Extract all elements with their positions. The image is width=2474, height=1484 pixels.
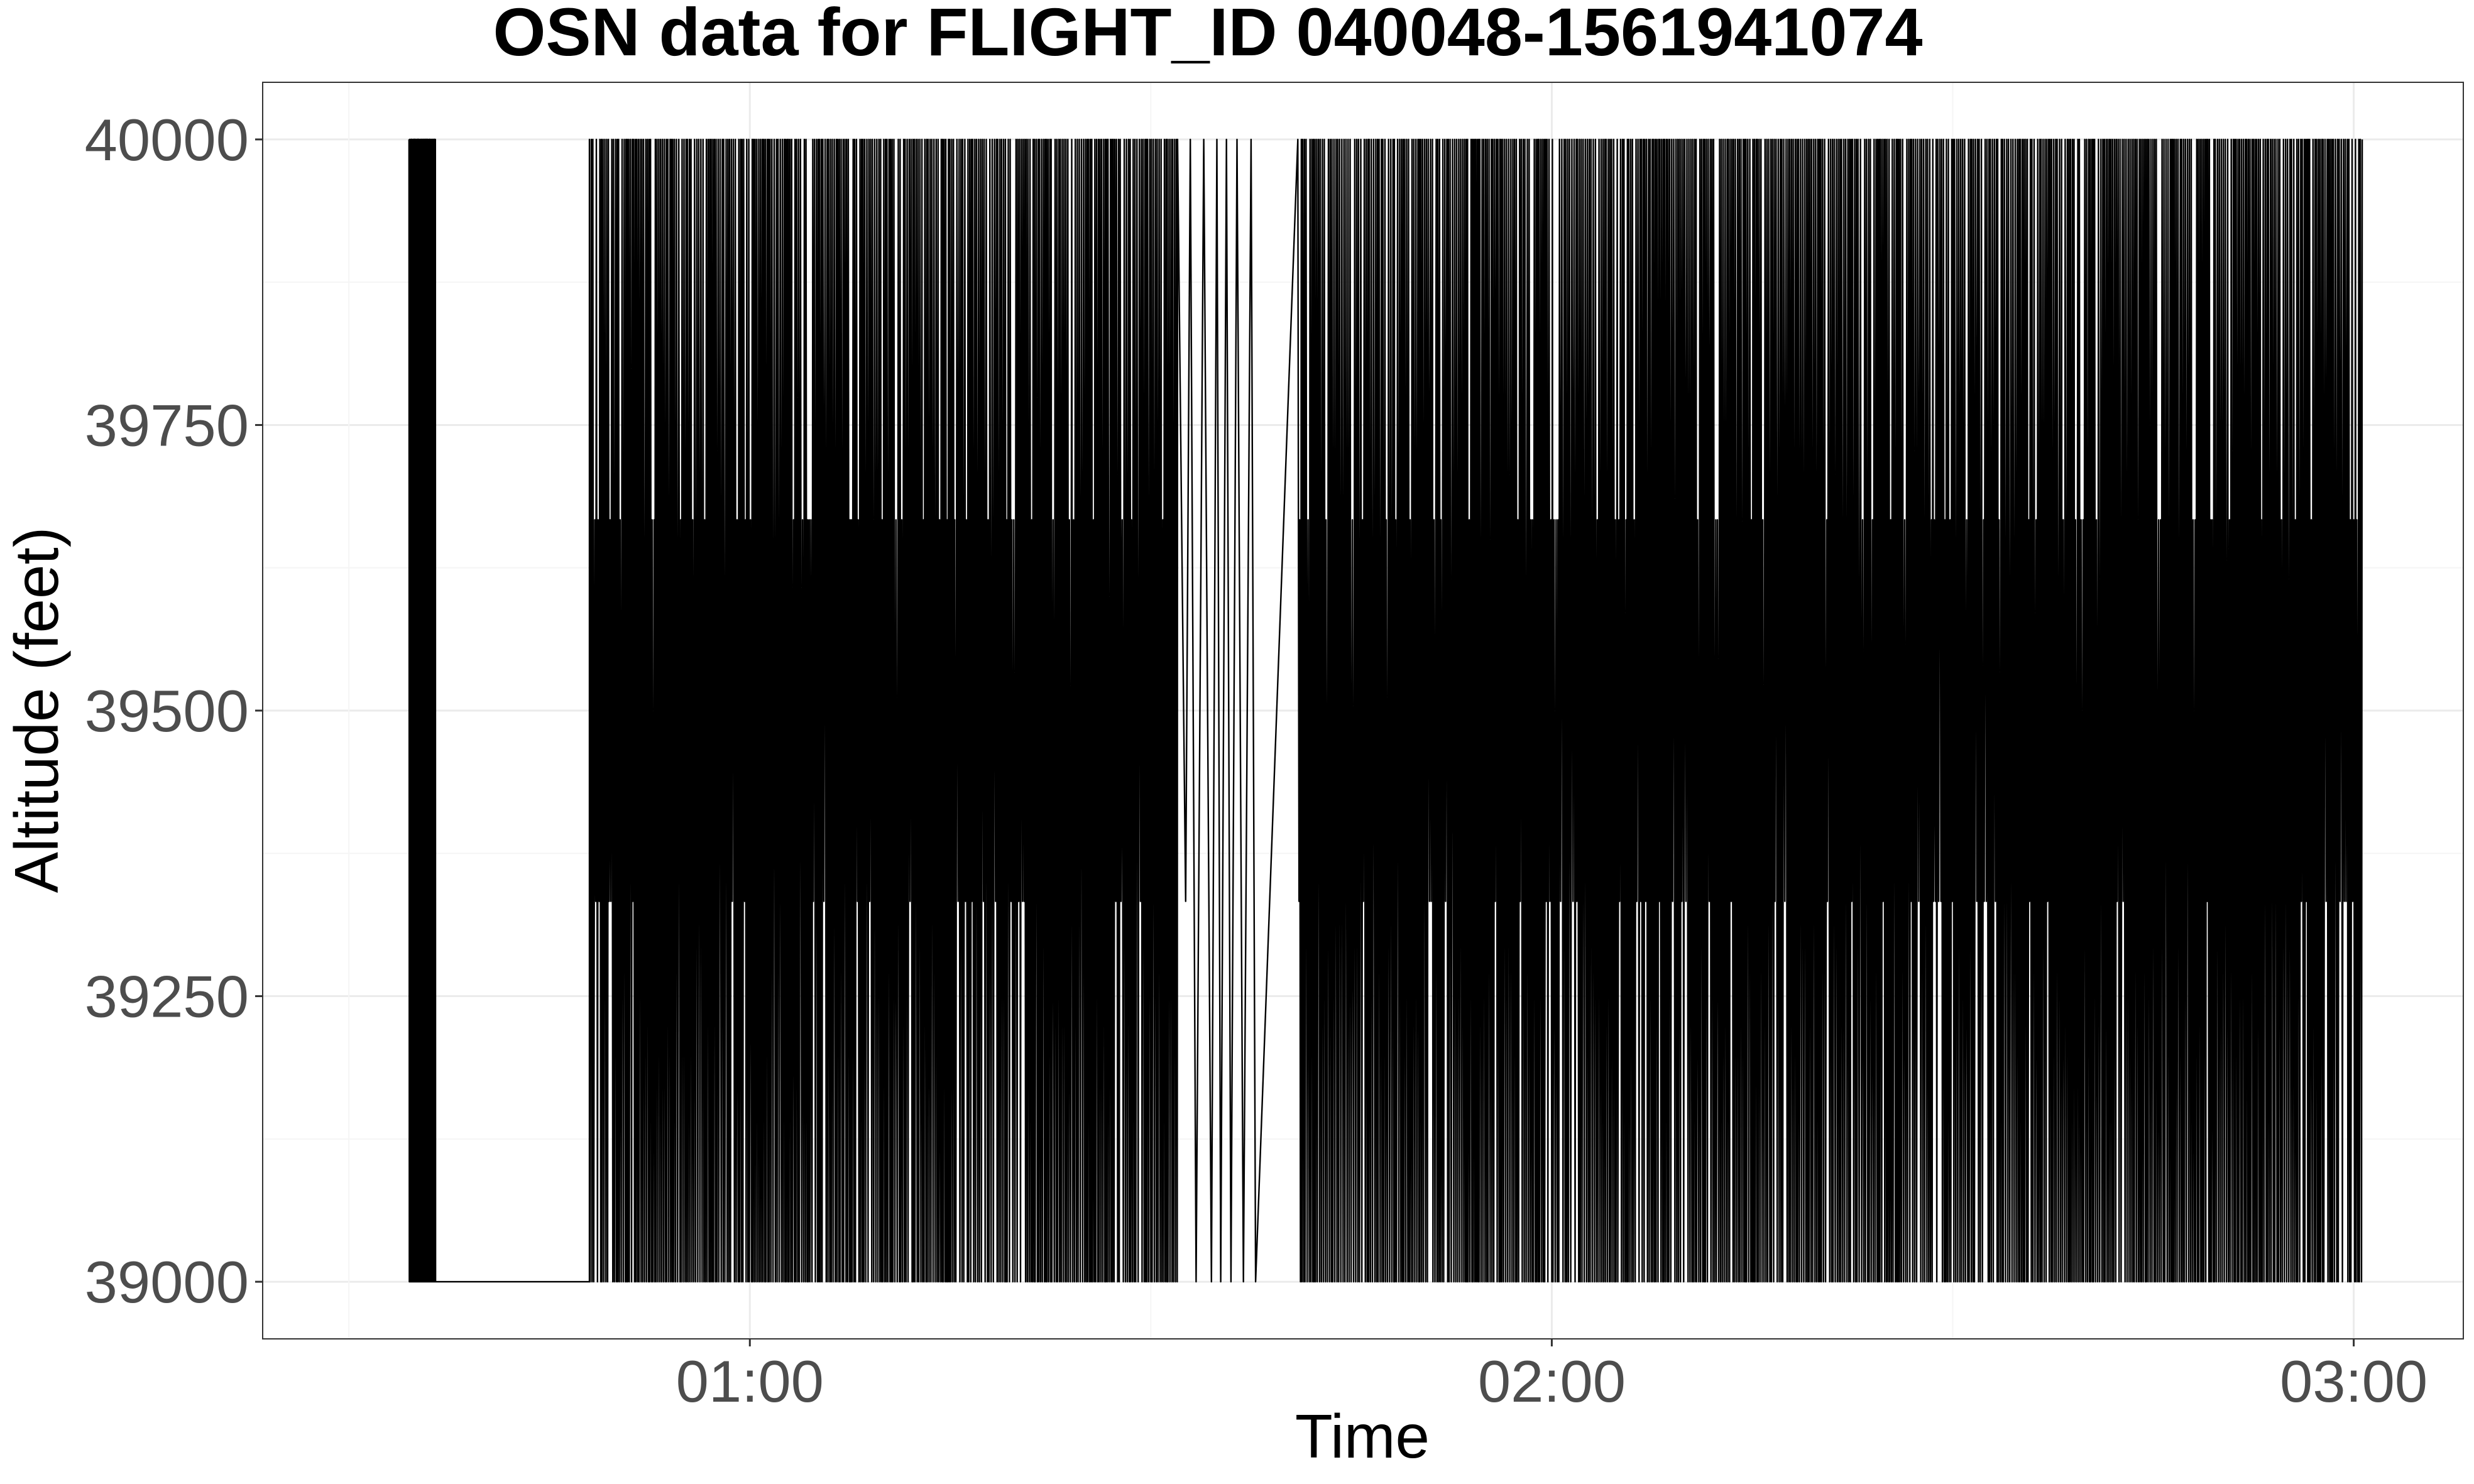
- x-tick-label: 01:00: [676, 1348, 824, 1414]
- y-tick-label: 40000: [85, 107, 249, 173]
- x-tick-label: 03:00: [2280, 1348, 2427, 1414]
- chart-title: OSN data for FLIGHT_ID 040048-1561941074: [493, 0, 1922, 70]
- y-tick-label: 39250: [85, 964, 249, 1030]
- y-tick-label: 39750: [85, 392, 249, 458]
- y-axis-title: Altitude (feet): [2, 527, 71, 893]
- altitude-line: [408, 138, 2363, 1283]
- axes: 39000 39250 39500 39750 40000 01:00 02:00 03:00: [85, 82, 2464, 1414]
- x-tick-label: 02:00: [1478, 1348, 1626, 1414]
- series-altitude: [408, 138, 2363, 1283]
- x-axis-title: Time: [1295, 1402, 1430, 1471]
- y-tick-label: 39500: [85, 678, 249, 744]
- y-tick-label: 39000: [85, 1249, 249, 1315]
